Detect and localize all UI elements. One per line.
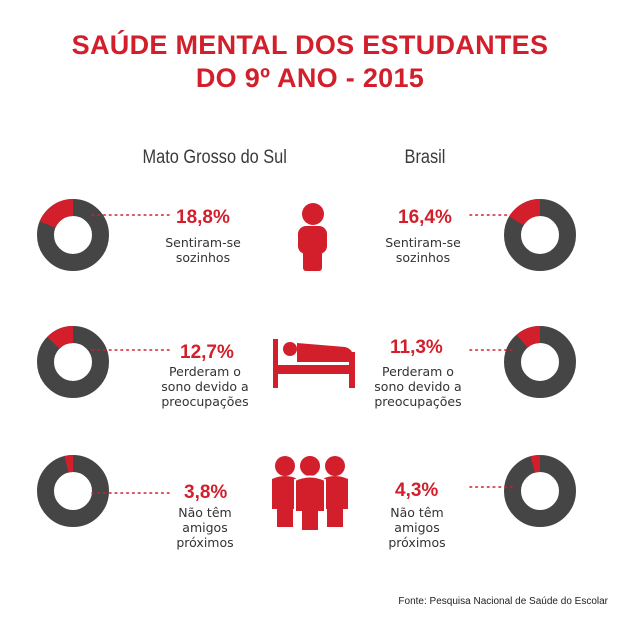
label-line: sozinhos [395,250,451,265]
pct-label-ms-row2: 12,7% [180,342,234,363]
chart-title-line1: SAÚDE MENTAL DOS ESTUDANTES [71,30,549,60]
donut-slice [530,455,540,473]
label-line: preocupações [161,394,249,409]
pct-label-ms-row3: 3,8% [184,482,228,503]
label-line: próximos [388,535,446,550]
bed-icon [273,339,355,388]
label-line: amigos [394,520,440,535]
label-line: sono devido a [374,379,462,394]
donut-slice [39,199,73,228]
label-line: Não têm [178,505,232,520]
label-line: sono devido a [161,379,249,394]
pct-label-br-row3: 4,3% [395,480,439,501]
pct-label-br-row2: 11,3% [390,337,443,358]
category-label-ms-row1: Sentiram-se sozinhos [158,235,248,265]
chart-title-line2: DO 9º ANO - 2015 [195,63,425,93]
label-line: sozinhos [175,250,231,265]
source-note: Fonte: Pesquisa Nacional de Saúde do Esc… [398,596,608,607]
category-label-ms-row3: Não têm amigos próximos [165,505,245,550]
group-icon [272,454,348,532]
label-line: próximos [176,535,234,550]
label-line: Sentiram-se [385,235,461,250]
donut-slice [509,199,540,226]
pct-label-ms-row1: 18,8% [176,207,230,228]
donut-slice [64,455,73,473]
column-header-mato-grosso-do-sul: Mato Grosso do Sul [142,147,287,168]
label-line: amigos [182,520,228,535]
label-line: Perderam o [169,364,241,379]
category-label-br-row1: Sentiram-se sozinhos [378,235,468,265]
label-line: Não têm [390,505,444,520]
pct-label-br-row1: 16,4% [398,207,452,228]
category-label-br-row3: Não têm amigos próximos [377,505,457,550]
label-line: Sentiram-se [165,235,241,250]
donut-slice [516,326,540,348]
label-line: preocupações [374,394,462,409]
person-icon [298,203,327,271]
category-label-br-row2: Perderam o sono devido a preocupações [368,364,468,409]
category-label-ms-row2: Perderam o sono devido a preocupações [155,364,255,409]
label-line: Perderam o [382,364,454,379]
donut-slice [47,326,73,349]
column-header-brasil: Brasil [404,147,446,168]
